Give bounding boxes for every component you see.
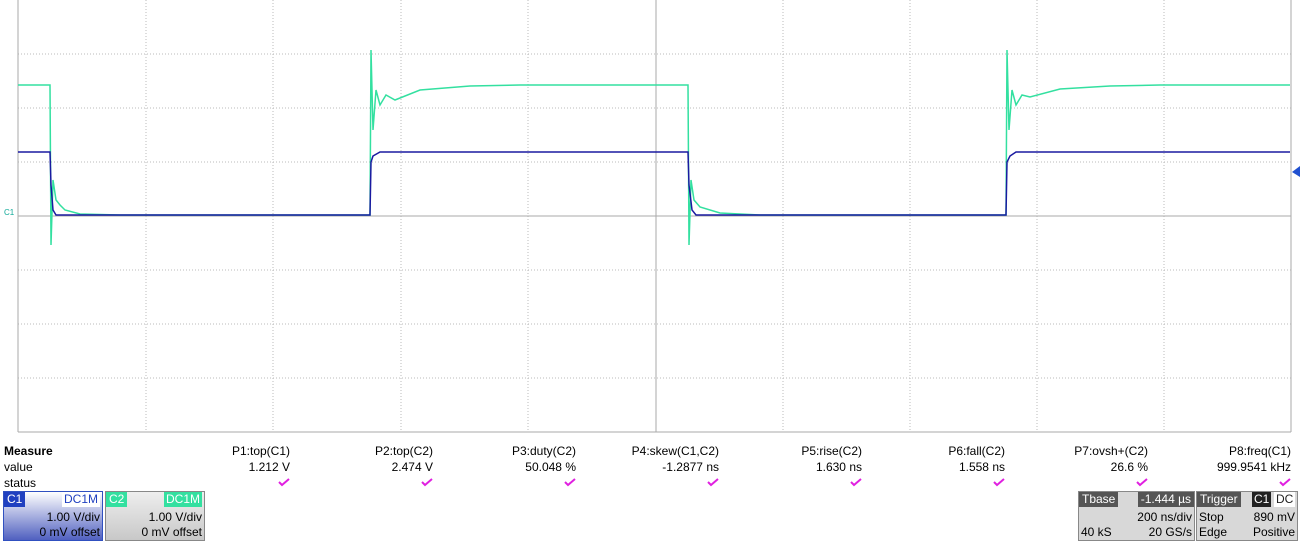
trace-label: C1	[4, 208, 15, 217]
c1-trace	[18, 151, 1290, 216]
param-value: 1.212 V	[248, 460, 290, 474]
timebase-title: Tbase	[1079, 492, 1119, 507]
param-name: P7:ovsh+(C2)	[1074, 444, 1148, 458]
channel-box[interactable]: C1 DC1M 1.00 V/div 0 mV offset	[3, 491, 103, 541]
coupling: DC	[1274, 492, 1296, 507]
status-check	[1136, 478, 1148, 487]
source: C1	[1252, 492, 1272, 507]
status-check	[707, 478, 719, 487]
status-check	[850, 478, 862, 487]
slope: Positive	[1252, 525, 1295, 539]
delay: -1.444 µs	[1137, 492, 1194, 507]
row-label: status	[4, 476, 37, 490]
coupling: DC1M	[163, 492, 202, 507]
row-label: value	[4, 460, 33, 474]
param-name: P1:top(C1)	[231, 444, 290, 458]
param-value: -1.2877 ns	[662, 460, 719, 474]
rate: 20 GS/s	[1148, 525, 1192, 539]
status-check	[278, 478, 290, 487]
timebase-box[interactable]: Tbase -1.444 µs 200 ns/div 40 kS 20 GS/s	[1078, 491, 1195, 541]
param-value: 26.6 %	[1110, 460, 1148, 474]
coupling: DC1M	[61, 492, 100, 507]
offset: 0 mV offset	[141, 525, 202, 539]
status-check	[564, 478, 576, 487]
scope-grid: C1	[4, 0, 1300, 433]
param-value: 1.630 ns	[815, 460, 862, 474]
param-name: P5:rise(C2)	[801, 444, 862, 458]
level: 890 mV	[1253, 510, 1295, 524]
status-check	[1279, 478, 1291, 487]
param-name: P3:duty(C2)	[511, 444, 576, 458]
status-check	[993, 478, 1005, 487]
param-name: P4:skew(C1,C2)	[631, 444, 719, 458]
param-value: 999.9541 kHz	[1216, 460, 1291, 474]
channel-label: C2	[106, 492, 128, 507]
type: Edge	[1199, 525, 1228, 539]
param-name: P2:top(C2)	[374, 444, 433, 458]
scale: 1.00 V/div	[46, 510, 100, 524]
c2-trace	[18, 49, 1290, 246]
param-name: P8:freq(C1)	[1228, 444, 1291, 458]
trigger-marker	[1292, 166, 1300, 177]
scale: 1.00 V/div	[148, 510, 202, 524]
status-check	[421, 478, 433, 487]
samples: 40 kS	[1081, 525, 1112, 539]
mode: Stop	[1199, 510, 1224, 524]
trigger-box[interactable]: Trigger C1 DC Stop 890 mV Edge Positive	[1196, 491, 1298, 541]
measure-title: Measure	[4, 444, 53, 458]
param-value: 2.474 V	[391, 460, 433, 474]
scale: 200 ns/div	[1137, 510, 1192, 524]
param-value: 50.048 %	[525, 460, 576, 474]
param-value: 1.558 ns	[958, 460, 1005, 474]
channel-box[interactable]: C2 DC1M 1.00 V/div 0 mV offset	[105, 491, 205, 541]
param-name: P6:fall(C2)	[948, 444, 1005, 458]
offset: 0 mV offset	[39, 525, 100, 539]
trigger-title: Trigger	[1197, 492, 1241, 507]
channel-label: C1	[4, 492, 26, 507]
